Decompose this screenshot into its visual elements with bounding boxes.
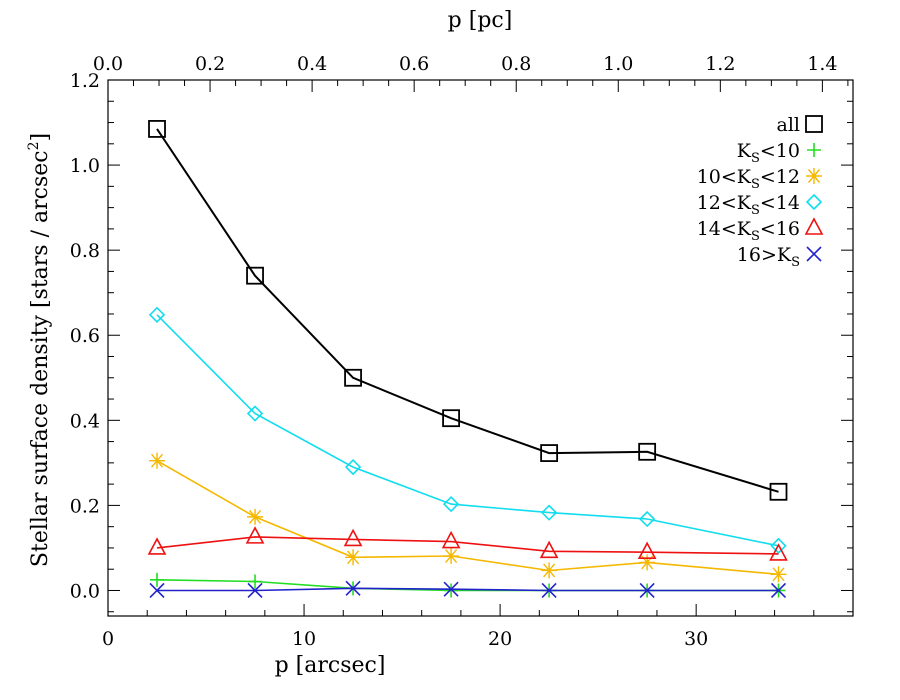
legend-label: all: [777, 114, 800, 136]
data-point: [246, 266, 264, 285]
data-point: [443, 581, 459, 597]
legend-entry: 12<KS<14: [697, 192, 823, 218]
data-point: [248, 574, 263, 589]
data-point: [444, 583, 459, 598]
data-point: [150, 572, 165, 587]
x2-tick-label: 0.0: [93, 53, 123, 75]
data-point: [639, 582, 655, 599]
data-point: [769, 482, 788, 501]
x2-tick-label: 0.6: [399, 53, 429, 75]
legend-label: 12<KS<14: [697, 192, 800, 218]
x2-tick-label: 1.2: [705, 53, 735, 75]
x2-tick-label: 0.2: [195, 53, 225, 75]
legend-entry: KS<10: [737, 140, 821, 166]
data-point: [540, 504, 558, 521]
y-tick-label: 1.0: [70, 155, 100, 177]
data-point: [770, 582, 787, 599]
series-line: [157, 587, 779, 592]
x2-tick-label: 0.8: [501, 53, 531, 75]
legend-entry: 10<KS<12: [697, 166, 822, 192]
x-tick-label: 30: [684, 628, 708, 650]
legend-entry: 14<KS<16: [697, 217, 824, 244]
plot-frame: [107, 79, 854, 617]
legend-entry: 16>KS: [737, 244, 822, 270]
data-point: [149, 582, 165, 599]
data-point: [639, 554, 656, 571]
legend-label: 10<KS<12: [697, 166, 800, 192]
x2-tick-label: 0.4: [297, 53, 327, 75]
legend-marker: [805, 193, 823, 211]
series-square: [148, 120, 788, 501]
y-tick-label: 0.0: [70, 580, 100, 602]
axes: 0 10 20 30 0.0 0.2 0.4 0.6 0.8 1.0 1.2 1.4 0.0 0.2 0.4…: [70, 53, 854, 650]
data-point: [770, 566, 787, 583]
data-point: [343, 528, 363, 547]
y-axis-title: Stellar surface density [stars / arcsec2…: [26, 133, 53, 567]
data-point: [443, 548, 460, 565]
x-tick-label: 20: [488, 628, 512, 650]
series-cross: [149, 580, 787, 599]
series-line: [156, 128, 779, 493]
series-line: [156, 536, 779, 555]
data-point: [541, 582, 557, 599]
x2-tick-label: 1.4: [807, 53, 837, 75]
legend-marker: [805, 115, 823, 133]
data-point: [769, 543, 788, 561]
data-point: [148, 120, 166, 138]
y-tick-label: 0.6: [70, 325, 100, 347]
x-axis-title: p [arcsec]: [275, 653, 386, 678]
data-point: [441, 530, 461, 549]
legend-entry: all: [777, 114, 823, 136]
plot-series: [147, 120, 788, 599]
series-triangle: [147, 526, 788, 561]
legend-label: 14<KS<16: [697, 218, 800, 244]
top-axis-title: p [pc]: [448, 8, 513, 33]
data-point: [541, 562, 558, 579]
data-point: [345, 580, 361, 596]
legend-marker: [807, 143, 821, 157]
legend-marker: [806, 168, 822, 184]
data-point: [247, 508, 264, 525]
y-tick-label: 1.2: [70, 70, 100, 92]
data-point: [147, 537, 167, 555]
series-plus: [150, 572, 786, 598]
data-point: [246, 405, 264, 422]
data-point: [344, 368, 362, 387]
series-diamond: [148, 306, 787, 554]
data-point: [637, 541, 657, 559]
data-point: [638, 442, 657, 461]
legend-marker: [806, 246, 822, 262]
data-point: [442, 409, 460, 428]
y-tick-label: 0.8: [70, 240, 100, 262]
data-point: [345, 549, 362, 566]
data-point: [245, 526, 265, 544]
series-line: [156, 314, 779, 547]
y-tick-label: 0.2: [70, 495, 100, 517]
data-point: [148, 306, 166, 323]
data-point: [639, 510, 656, 528]
y-tick-label: 0.4: [70, 410, 100, 432]
data-point: [344, 458, 362, 476]
legend-label: 16>KS: [737, 244, 800, 270]
data-point: [770, 537, 787, 554]
x-tick-label: 0: [102, 628, 114, 650]
legend-label: KS<10: [737, 140, 800, 166]
x-tick-label: 10: [292, 628, 316, 650]
data-point: [539, 540, 559, 559]
data-point: [442, 495, 460, 513]
x2-tick-label: 1.0: [603, 53, 633, 75]
data-point: [149, 452, 166, 469]
data-point: [540, 444, 559, 462]
data-point: [247, 582, 263, 599]
series-asterisk: [149, 452, 787, 583]
legend-marker: [804, 217, 824, 235]
